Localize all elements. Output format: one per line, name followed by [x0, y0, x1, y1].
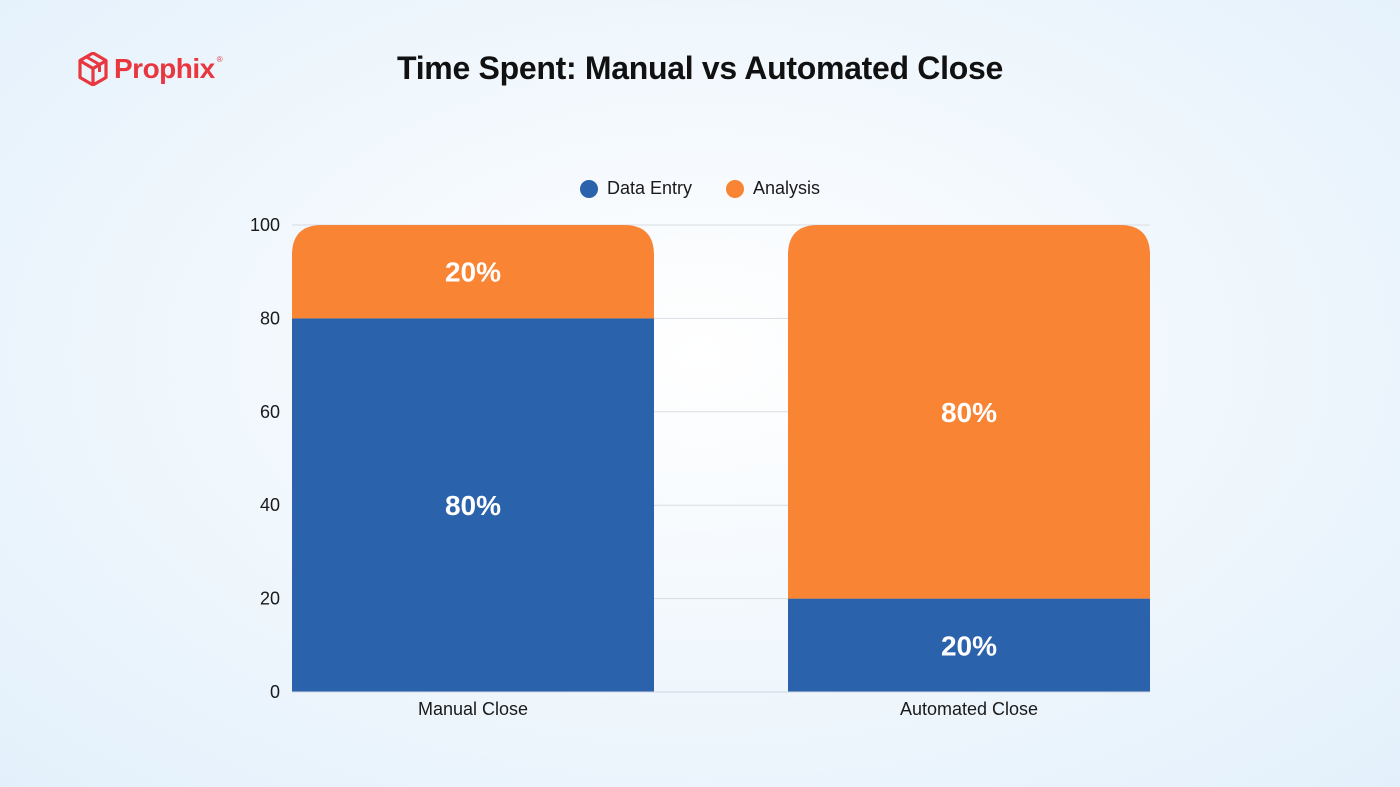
legend-item-data-entry: Data Entry: [579, 178, 692, 199]
legend-swatch-data-entry: [579, 179, 598, 198]
y-tick-label-0: 0: [270, 682, 280, 702]
legend-swatch-analysis: [726, 179, 744, 198]
y-tick-label-80: 80: [260, 308, 280, 328]
y-tick-label-40: 40: [260, 495, 280, 515]
y-tick-label-100: 100: [250, 215, 280, 235]
x-tick-label-manual-close: Manual Close: [418, 699, 528, 719]
legend-label-data-entry: Data Entry: [606, 178, 692, 198]
chart-title: Time Spent: Manual vs Automated Close: [397, 50, 1003, 86]
chart-legend: Data Entry Analysis: [0, 178, 1400, 199]
y-tick-label-20: 20: [260, 589, 280, 609]
bar-automated-close-analysis: [788, 225, 1150, 599]
x-tick-label-automated-close: Automated Close: [900, 699, 1038, 719]
bar-manual-close-data-entry: [292, 318, 654, 692]
data-label-automated-close-analysis: 80%: [941, 397, 997, 428]
bar-automated-close-data-entry: [788, 598, 1150, 692]
brand-name: Prophix: [114, 53, 215, 84]
prophix-logo-icon: [78, 52, 108, 86]
legend-label-analysis: Analysis: [753, 178, 821, 198]
data-label-manual-close-analysis: 20%: [445, 257, 501, 288]
brand-logo: Prophix ®: [78, 52, 223, 86]
data-label-automated-close-data-entry: 20%: [941, 630, 997, 661]
y-tick-label-60: 60: [260, 402, 280, 422]
legend-item-analysis: Analysis: [726, 178, 820, 199]
bar-manual-close-analysis: [292, 225, 654, 319]
brand-registered-mark: ®: [216, 54, 223, 64]
data-label-manual-close-data-entry: 80%: [445, 490, 501, 521]
